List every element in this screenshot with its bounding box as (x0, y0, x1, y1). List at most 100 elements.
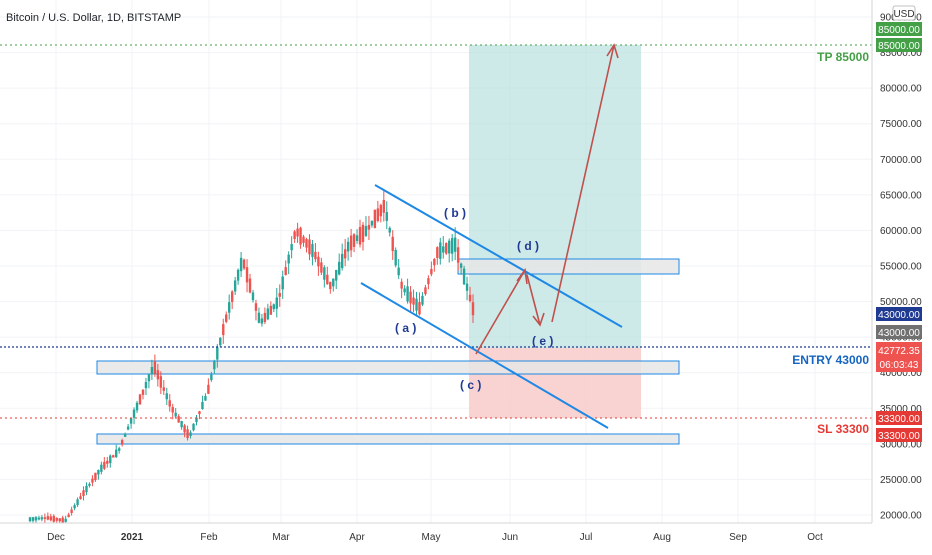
candle (465, 276, 469, 301)
candle (358, 219, 362, 248)
candle (174, 408, 177, 418)
candle (40, 515, 44, 522)
candle (245, 259, 249, 293)
time-axis[interactable]: Dec 2021 Feb Mar Apr May Jun Jul Aug Sep Oct (0, 522, 872, 550)
candle (376, 200, 380, 223)
arrow-down-to-e (526, 274, 541, 326)
candle (439, 237, 442, 265)
time-tick-label: Oct (807, 532, 823, 543)
candle (397, 258, 400, 279)
candle (391, 230, 394, 260)
candle (201, 395, 204, 410)
candle (406, 278, 409, 304)
time-tick-label: Jun (502, 532, 518, 543)
candle (147, 373, 151, 389)
price-tick-label: 85000.00 (880, 48, 922, 59)
candle (153, 354, 157, 377)
take-profit-zone[interactable] (469, 45, 641, 348)
wave-label-d: ( d ) (517, 239, 539, 253)
candle (67, 512, 70, 518)
price-axis[interactable]: 20000.00 25000.00 30000.00 35000.00 40000.00… (871, 0, 932, 550)
candle (46, 512, 50, 521)
candle (462, 265, 466, 285)
candle (126, 423, 130, 431)
candle (290, 236, 293, 259)
time-tick-label: 2021 (121, 532, 144, 543)
candle (138, 393, 142, 405)
candle (385, 201, 388, 230)
candle (314, 243, 317, 263)
plot-background (0, 0, 872, 523)
candle (459, 262, 463, 275)
svg-text:33300.00: 33300.00 (878, 414, 920, 425)
candle (189, 430, 192, 439)
candle (299, 226, 302, 249)
candle (433, 257, 436, 272)
candle (370, 220, 374, 228)
channel-lower-line[interactable] (360, 282, 609, 429)
support-zone-30000[interactable] (96, 433, 680, 445)
support-zone-40000[interactable] (96, 360, 680, 375)
candle (183, 423, 186, 438)
currency-button[interactable] (892, 5, 916, 21)
candle (177, 414, 180, 423)
candle (266, 303, 270, 321)
svg-text:43000.00: 43000.00 (878, 328, 920, 339)
candle (456, 239, 460, 271)
candle (76, 497, 79, 507)
svg-text:33300.00: 33300.00 (878, 431, 920, 442)
candle (207, 378, 210, 394)
candle (418, 292, 421, 316)
candle (409, 286, 412, 312)
candle (323, 265, 326, 288)
tp-label: TP 85000 (817, 50, 869, 64)
arrow-up-to-d (475, 269, 526, 355)
candle (115, 444, 118, 458)
candle (222, 318, 225, 344)
arrow-up-to-tp (551, 44, 615, 323)
candle (210, 371, 213, 382)
candle (73, 503, 76, 511)
candle (311, 239, 314, 266)
candle (168, 394, 171, 412)
price-tick-label: 25000.00 (880, 475, 922, 486)
candle (453, 227, 457, 261)
candle (442, 236, 445, 259)
candle (82, 486, 85, 501)
candle (430, 261, 433, 277)
stop-loss-zone[interactable] (469, 348, 641, 418)
candle (367, 215, 371, 241)
candle (216, 344, 219, 368)
candle (269, 301, 273, 315)
candle (165, 387, 168, 405)
candle (186, 425, 189, 441)
candle (112, 454, 115, 458)
time-tick-label: Aug (653, 532, 671, 543)
candle (284, 260, 287, 276)
wave-label-b: ( b ) (444, 206, 466, 220)
arrow-head-d (516, 267, 528, 285)
candle (239, 252, 243, 277)
candle (230, 290, 234, 310)
channel-upper-line[interactable] (374, 184, 623, 328)
candle (34, 516, 38, 524)
candle (28, 516, 32, 523)
time-tick-label: Mar (272, 532, 290, 543)
candle (296, 222, 299, 243)
candle (349, 228, 353, 258)
candle (228, 294, 231, 320)
candle (346, 237, 350, 261)
projection-path[interactable] (475, 43, 619, 355)
candle (162, 380, 165, 395)
candle (180, 420, 183, 430)
candle (251, 289, 255, 303)
candle (141, 389, 145, 400)
resistance-zone-55000[interactable] (457, 258, 680, 275)
candle (106, 456, 109, 468)
candle (287, 251, 290, 275)
candle (448, 238, 451, 263)
candle (305, 237, 308, 253)
time-tick-label: May (422, 532, 441, 543)
